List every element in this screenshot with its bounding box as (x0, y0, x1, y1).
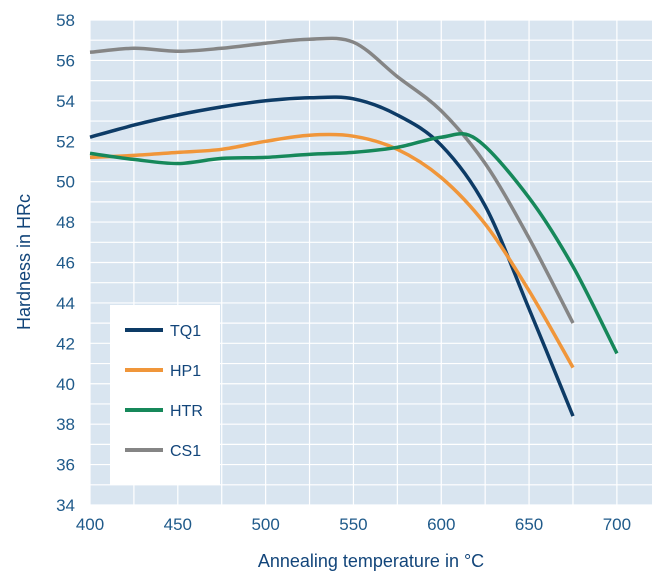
y-axis-ticks: 34 36 38 40 42 44 46 48 50 52 54 56 58 (56, 11, 75, 515)
y-tick-label: 50 (56, 173, 75, 192)
y-tick-label: 34 (56, 496, 75, 515)
legend-label-tq1: TQ1 (170, 323, 201, 340)
y-tick-label: 54 (56, 92, 75, 111)
series-lines (89, 36, 619, 417)
y-tick-label: 46 (56, 254, 75, 273)
x-tick-label: 550 (339, 515, 367, 534)
x-tick-label: 500 (251, 515, 279, 534)
x-tick-label: 650 (515, 515, 543, 534)
series-line-hp1 (89, 132, 575, 369)
y-tick-label: 52 (56, 132, 75, 151)
y-tick-label: 38 (56, 415, 75, 434)
legend-label-cs1: CS1 (170, 443, 201, 460)
series-line-htr (89, 132, 619, 355)
y-tick-label: 48 (56, 213, 75, 232)
x-tick-label: 700 (603, 515, 631, 534)
y-tick-label: 36 (56, 456, 75, 475)
y-tick-label: 44 (56, 294, 75, 313)
y-axis-title: Hardness in HRc (14, 194, 34, 330)
y-tick-label: 42 (56, 334, 75, 353)
x-axis-title: Annealing temperature in °C (258, 551, 484, 571)
legend: TQ1 HP1 HTR CS1 (110, 305, 220, 485)
x-tick-label: 400 (76, 515, 104, 534)
legend-label-hp1: HP1 (170, 363, 201, 380)
x-tick-label: 600 (427, 515, 455, 534)
x-tick-label: 450 (164, 515, 192, 534)
y-tick-label: 58 (56, 11, 75, 30)
series-line-cs1 (89, 36, 575, 324)
x-axis-ticks: 400 450 500 550 600 650 700 (76, 515, 631, 534)
y-tick-label: 56 (56, 51, 75, 70)
legend-box (110, 305, 220, 485)
y-tick-label: 40 (56, 375, 75, 394)
legend-label-htr: HTR (170, 403, 203, 420)
